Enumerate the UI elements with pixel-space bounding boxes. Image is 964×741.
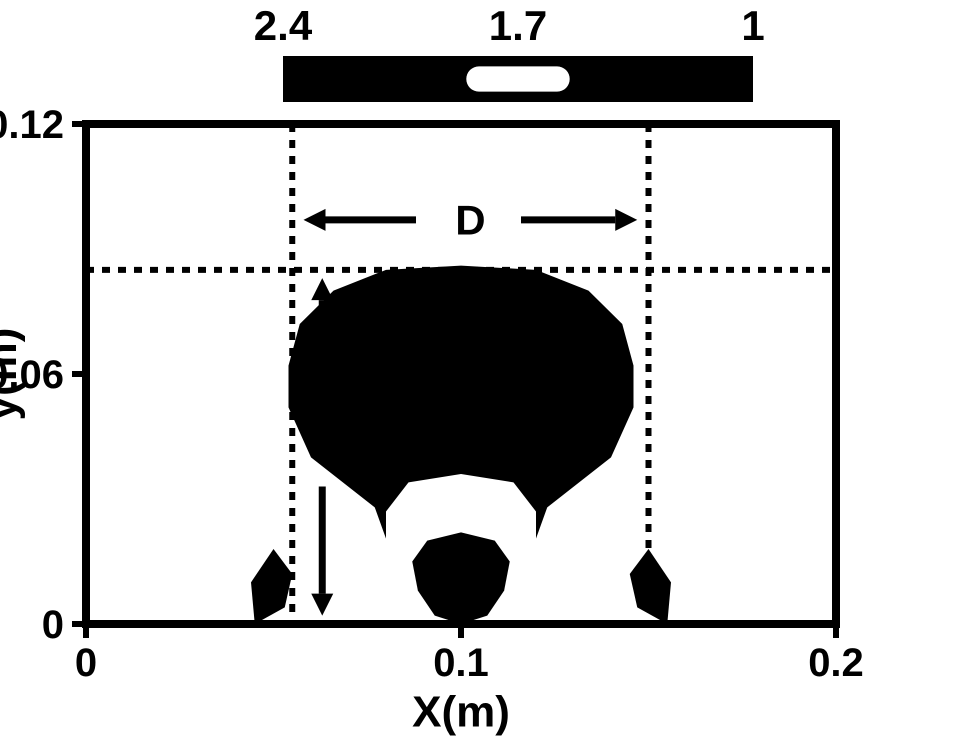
x-tick-label: 0.1: [433, 641, 489, 685]
figure-stage: 2.41.71DH00.10.200.060.12X(m)y(m): [0, 0, 964, 741]
figure-svg: 2.41.71DH00.10.200.060.12X(m)y(m): [0, 0, 964, 741]
y-tick-label: 0.12: [0, 103, 64, 147]
colorbar-tick-label: 2.4: [254, 2, 313, 49]
x-tick-label: 0: [75, 641, 97, 685]
y-axis-label: y(m): [0, 328, 26, 421]
colorbar-tick-label: 1.7: [489, 2, 547, 49]
dimension-label-d: D: [455, 197, 485, 244]
colorbar-center-marker: [466, 66, 569, 91]
y-tick-label: 0: [42, 603, 64, 647]
x-axis-label: X(m): [412, 688, 510, 737]
dimension-label-h: H: [330, 422, 360, 469]
x-tick-label: 0.2: [808, 641, 864, 685]
colorbar-tick-label: 1: [741, 2, 764, 49]
